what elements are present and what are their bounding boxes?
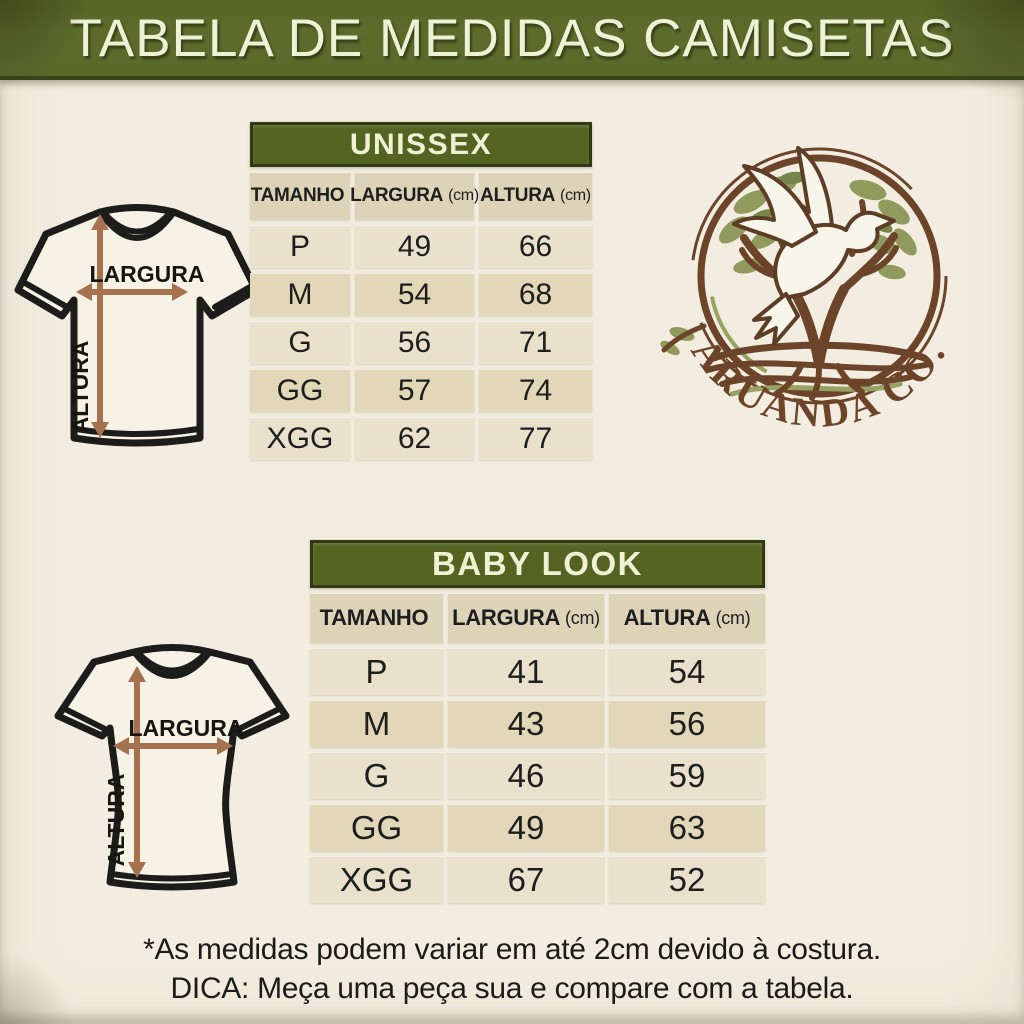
column-label: LARGURA	[452, 605, 561, 630]
column-label: ALTURA	[480, 185, 556, 206]
size-cell: XGG	[250, 417, 350, 460]
column-label: TAMANHO	[319, 605, 429, 630]
altura-label: ALTURA	[67, 341, 93, 434]
size-cell: 66	[479, 225, 592, 268]
size-cell: 62	[355, 417, 474, 460]
left-cuff-seam	[62, 706, 108, 732]
aruanda-logo: ARUANDA CO.	[660, 146, 952, 436]
unissex-size-table: UNISSEX TAMANHO LARGURA (cm) ALTURA (cm) P…	[250, 122, 592, 460]
size-cell: 54	[355, 273, 474, 316]
column-label: LARGURA	[350, 185, 444, 206]
size-cell: 63	[609, 804, 765, 851]
table-title-babylook: BABY LOOK	[310, 540, 765, 588]
size-cell: 67	[448, 856, 604, 903]
size-cell: 49	[355, 225, 474, 268]
size-cell: 56	[609, 700, 765, 747]
babylook-size-table: BABY LOOK TAMANHO LARGURA (cm) ALTURA (cm)…	[310, 540, 765, 903]
logo-outer-ring	[697, 154, 941, 398]
size-cell: 74	[479, 369, 592, 412]
column-header-tamanho: TAMANHO	[310, 593, 443, 643]
size-cell: 43	[448, 700, 604, 747]
column-unit: (cm)	[560, 187, 591, 204]
tshirt-outline	[14, 204, 260, 447]
size-cell: 71	[479, 321, 592, 364]
page-title: TABELA DE MEDIDAS CAMISETAS	[69, 8, 955, 68]
unisex-tshirt-diagram-icon: LARGURA ALTURA	[14, 204, 260, 447]
size-cell: XGG	[310, 856, 443, 903]
left-cuff-seam	[22, 280, 70, 310]
measure-arrows	[76, 214, 188, 438]
collar-seam	[135, 650, 209, 674]
collar-seam	[101, 210, 173, 235]
size-cell: 52	[609, 856, 765, 903]
right-cuff-seam	[236, 706, 282, 732]
size-cell: M	[250, 273, 350, 316]
size-cell: G	[310, 752, 443, 799]
hem-seam	[109, 871, 235, 882]
hem-seam	[73, 426, 201, 437]
size-cell: GG	[310, 804, 443, 851]
column-header-altura: ALTURA (cm)	[609, 593, 765, 643]
column-label: ALTURA	[623, 605, 711, 630]
dove-icon	[732, 146, 896, 346]
collar-band	[97, 209, 177, 241]
largura-label: LARGURA	[129, 715, 244, 741]
size-cell: G	[250, 321, 350, 364]
size-cell: P	[310, 648, 443, 695]
title-banner: TABELA DE MEDIDAS CAMISETAS	[0, 0, 1024, 80]
babylook-tshirt-diagram-icon: LARGURA ALTURA	[54, 644, 290, 891]
measure-arrows	[113, 666, 233, 878]
table-title-unissex: UNISSEX	[250, 122, 592, 167]
size-cell: 56	[355, 321, 474, 364]
size-cell: 77	[479, 417, 592, 460]
size-cell: 59	[609, 752, 765, 799]
altura-label: ALTURA	[103, 774, 129, 867]
tshirt-outline	[54, 644, 290, 891]
size-cell: 49	[448, 804, 604, 851]
collar-band	[131, 649, 213, 679]
footnote-line-2: DICA: Meça uma peça sua e compare com a …	[170, 972, 854, 1005]
column-unit: (cm)	[448, 187, 479, 204]
size-cell: 57	[355, 369, 474, 412]
tree-roots	[705, 341, 933, 401]
footnote-line-1: *As medidas podem variar em até 2cm devi…	[143, 933, 881, 966]
size-cell: 46	[448, 752, 604, 799]
size-cell: 41	[448, 648, 604, 695]
size-cell: M	[310, 700, 443, 747]
logo-double-ring	[690, 147, 948, 405]
footnotes: *As medidas podem variar em até 2cm devi…	[0, 930, 1024, 1008]
size-cell: P	[250, 225, 350, 268]
column-header-altura: ALTURA (cm)	[479, 172, 592, 220]
column-label: TAMANHO	[250, 185, 345, 206]
size-cell: GG	[250, 369, 350, 412]
column-header-largura: LARGURA (cm)	[448, 593, 604, 643]
size-cell: 54	[609, 648, 765, 695]
column-header-tamanho: TAMANHO	[250, 172, 350, 220]
column-unit: (cm)	[715, 607, 751, 628]
size-cell: 68	[479, 273, 592, 316]
column-unit: (cm)	[565, 607, 600, 628]
column-header-largura: LARGURA (cm)	[350, 172, 479, 220]
largura-label: LARGURA	[90, 261, 205, 287]
